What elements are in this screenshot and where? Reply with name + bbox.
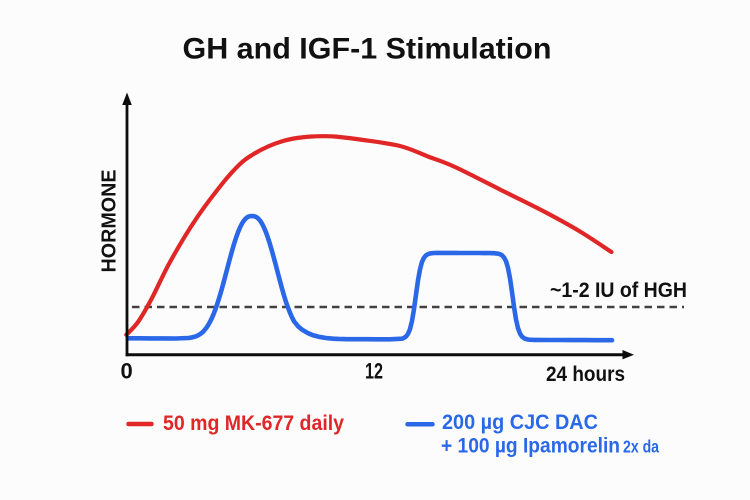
svg-text:GH and IGF-1 Stimulation: GH and IGF-1 Stimulation — [183, 32, 552, 65]
svg-text:+ 100 µg Ipamorelin: + 100 µg Ipamorelin — [441, 435, 620, 458]
svg-text:2x da: 2x da — [623, 437, 659, 457]
svg-text:50 mg MK-677 daily: 50 mg MK-677 daily — [163, 412, 344, 435]
svg-text:0: 0 — [121, 358, 133, 383]
svg-text:12: 12 — [365, 358, 383, 383]
svg-text:HORMONE: HORMONE — [99, 170, 121, 273]
svg-text:200 µg CJC DAC: 200 µg CJC DAC — [442, 411, 598, 434]
svg-text:24 hours: 24 hours — [546, 363, 625, 386]
svg-text:~1-2 IU of HGH: ~1-2 IU of HGH — [550, 279, 687, 302]
